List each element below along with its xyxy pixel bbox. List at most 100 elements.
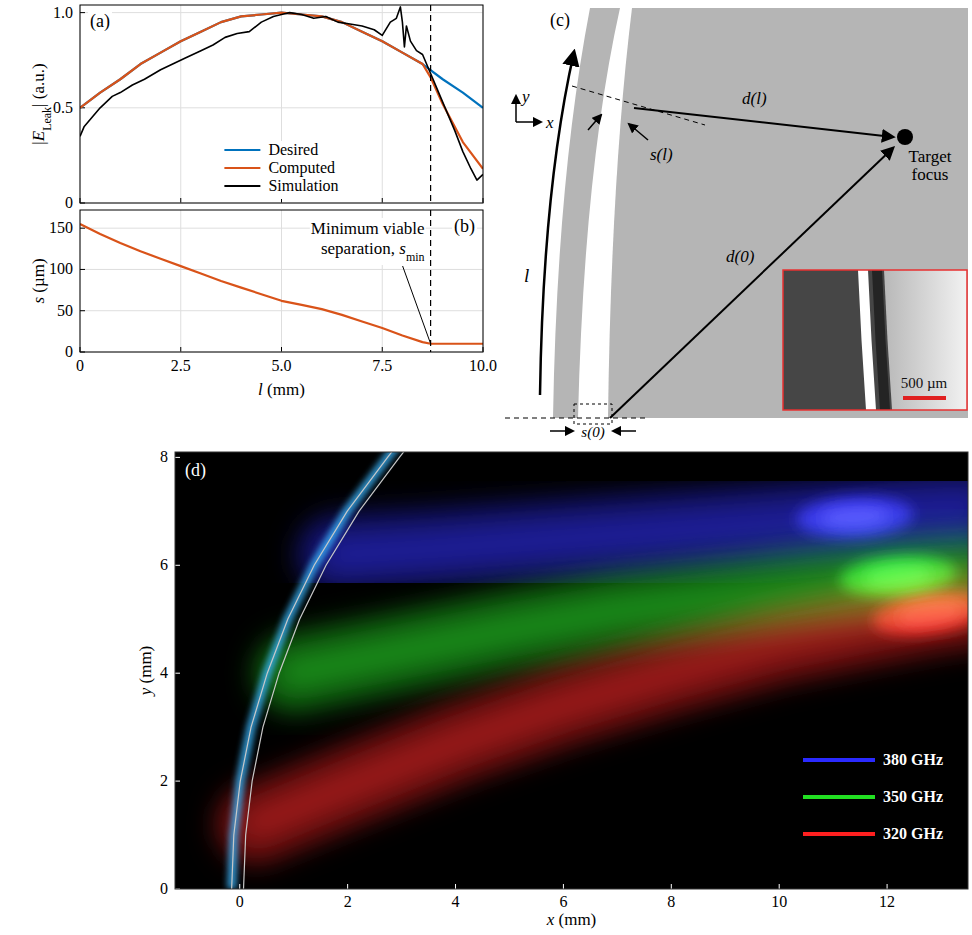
grid-line: [180, 5, 181, 203]
tick-label: 6: [160, 556, 168, 573]
label: d(0): [726, 247, 755, 266]
distance-arrow: [634, 108, 893, 137]
legend: 380 GHz 350 GHz 320 GHz: [803, 751, 943, 842]
legend-swatch: [224, 149, 260, 151]
legend-swatch: [803, 758, 875, 762]
data-area: [80, 210, 483, 352]
frame: [80, 5, 483, 203]
tick-label: 0.5: [53, 99, 73, 116]
diagram: (c)yxld(l)s(l)d(0)s(0)Targetfocus500 µm: [505, 8, 968, 441]
label-part: separation,: [321, 239, 399, 258]
label-line: focus: [912, 165, 949, 184]
tick: [80, 12, 85, 13]
label: x: [545, 113, 554, 132]
tick: [281, 347, 282, 352]
tick-label: 2.5: [171, 357, 191, 374]
panel-label: (a): [90, 11, 110, 32]
plot-bg: [175, 452, 968, 889]
tick-label: 1.0: [53, 4, 73, 21]
gap-arrow: [613, 430, 636, 432]
axis-title: |ELeak| (a.u.): [29, 63, 54, 144]
inset-bg: [783, 270, 967, 410]
baseline: [505, 418, 645, 419]
legend-swatch: [224, 167, 260, 169]
inset-region: [858, 270, 876, 410]
guide-edge: [244, 452, 417, 889]
label-patch: [310, 218, 426, 239]
legend-label: Simulation: [268, 177, 338, 194]
tick-label: 0: [65, 194, 73, 211]
legend-swatch: [803, 832, 875, 836]
focus-spot: [839, 552, 958, 601]
tick-label: 150: [49, 219, 73, 236]
tick: [175, 457, 180, 458]
grid-line: [80, 107, 483, 108]
panel: 02.55.07.510.0050100150(b)s (µm)l (mm)Mi…: [29, 210, 497, 399]
axis-title: x (mm): [546, 910, 597, 929]
focus-core: [820, 505, 889, 528]
leader-line: [403, 266, 431, 344]
grid-line: [281, 210, 282, 352]
tick: [239, 884, 240, 889]
tick-label: 0: [65, 343, 73, 360]
normal-line: [572, 86, 705, 125]
label-line: Target: [909, 147, 952, 166]
label-patch: [88, 9, 112, 34]
guide-glow: [232, 452, 405, 889]
tick-label: 6: [559, 893, 567, 910]
panel: 02468101202468(d)y (mm)x (mm)380 GHz350 …: [136, 436, 972, 929]
label-part: (mm): [136, 646, 155, 688]
legend-label: 350 GHz: [883, 788, 943, 805]
inset-region: [884, 270, 967, 410]
annotation: Minimum viable: [311, 219, 425, 238]
legend-swatch: [803, 795, 875, 799]
tick: [80, 228, 85, 229]
target-dot: [897, 129, 913, 145]
tick: [382, 347, 383, 352]
data-area: [175, 452, 968, 889]
panel-label: (d): [185, 460, 206, 481]
label-patch: [452, 214, 477, 239]
legend-bg: [218, 141, 344, 199]
focus-core: [863, 564, 932, 589]
series-line: [80, 13, 483, 169]
tick: [347, 884, 348, 889]
legend-label: 380 GHz: [883, 751, 943, 768]
panel-label: (b): [454, 216, 475, 237]
legend-label: 320 GHz: [883, 825, 943, 842]
marker-line: [430, 5, 431, 203]
tick: [180, 198, 181, 203]
axis-title: l (mm): [258, 380, 305, 399]
tick-label: 8: [667, 893, 675, 910]
marker-line: [430, 210, 431, 352]
label: 500 µm: [901, 375, 948, 391]
label-part: Minimum viable: [311, 219, 425, 238]
tick: [175, 781, 180, 782]
tick-label: 4: [452, 893, 460, 910]
arc-arrow: [540, 52, 574, 395]
tick-label: 8: [160, 448, 168, 465]
label: d(l): [742, 89, 767, 108]
label-part: E: [29, 130, 48, 142]
focus-spot: [796, 494, 914, 540]
tick-label: 12: [879, 893, 895, 910]
label-part: min: [406, 250, 425, 264]
tick: [887, 884, 888, 889]
label-patch: [320, 238, 426, 265]
label-part: (mm): [263, 380, 305, 399]
tick: [175, 565, 180, 566]
scale-bar: [903, 396, 946, 400]
label: Targetfocus: [909, 147, 952, 184]
tick-label: 0: [160, 880, 168, 897]
panel: 0 0.5 1.0 (a) |ELeak| (a.u.) DesiredComputedS…: [29, 4, 483, 211]
label-part: (µm): [29, 258, 48, 297]
label-part: Leak: [40, 107, 54, 131]
tick-label: 10: [771, 893, 787, 910]
legend-swatch: [224, 185, 260, 187]
axis-title: s (µm): [29, 258, 48, 303]
gap-box: [574, 404, 612, 424]
legend: DesiredComputedSimulation: [218, 141, 344, 199]
gap-arrow: [629, 124, 648, 140]
legend-label: Computed: [268, 159, 335, 177]
axis-arrow: [515, 96, 517, 122]
